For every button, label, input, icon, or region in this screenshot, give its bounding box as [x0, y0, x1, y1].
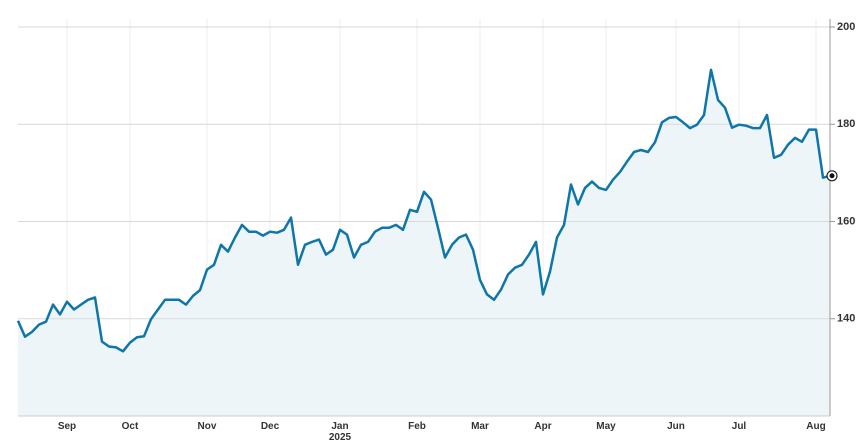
x-tick-label: Jan 2025	[328, 421, 352, 441]
area	[18, 69, 830, 417]
x-tick-label: Apr	[534, 421, 552, 432]
price-line	[16, 68, 831, 353]
y-tick-label: 160	[837, 215, 855, 227]
x-tick-label: Mar	[471, 421, 489, 432]
x-tick-label: May	[596, 421, 616, 432]
x-tick-label: Jun	[667, 421, 685, 432]
x-tick-label: Nov	[197, 421, 217, 432]
x-tick-label: Jul	[731, 421, 747, 432]
y-tick-label: 140	[837, 313, 855, 325]
x-tick-label: Oct	[121, 421, 139, 432]
y-tick-label: 200	[837, 21, 855, 33]
x-tick-label: Dec	[260, 421, 280, 432]
x-tick-label: Aug	[806, 421, 826, 432]
x-tick-label: Sep	[57, 421, 77, 432]
y-tick-label: 180	[837, 118, 855, 130]
x-tick-label: Feb	[408, 421, 426, 432]
last-point-dot	[829, 173, 835, 179]
